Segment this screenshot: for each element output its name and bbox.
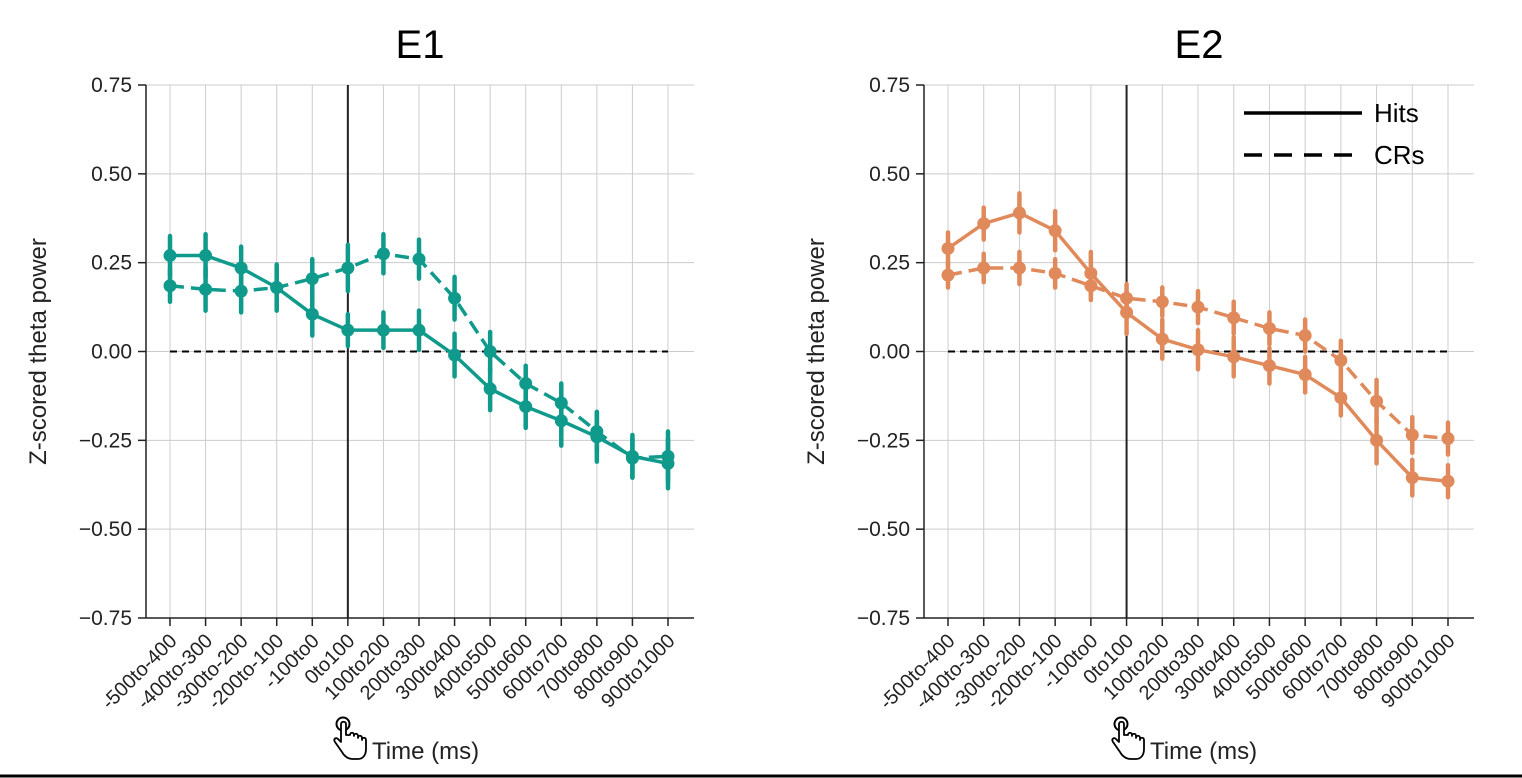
- data-point: [412, 323, 426, 337]
- y-tick-label: −0.25: [857, 429, 910, 452]
- data-point: [1012, 261, 1026, 275]
- y-axis-label: Z-scored theta power: [803, 238, 830, 465]
- data-point: [448, 291, 462, 305]
- legend-label: Hits: [1374, 98, 1419, 128]
- data-point: [1227, 311, 1241, 325]
- data-point: [163, 249, 177, 263]
- data-point: [199, 282, 213, 296]
- y-tick-label: 0.75: [869, 74, 910, 97]
- data-point: [977, 217, 991, 231]
- data-point: [1441, 474, 1455, 488]
- data-point: [1405, 471, 1419, 485]
- y-tick-label: 0.50: [91, 163, 132, 186]
- legend-label: CRs: [1374, 140, 1425, 170]
- y-tick-label: −0.75: [857, 607, 910, 630]
- data-point: [1048, 224, 1062, 238]
- data-point: [305, 307, 319, 321]
- data-point: [590, 424, 604, 438]
- data-point: [376, 323, 390, 337]
- data-point: [1334, 353, 1348, 367]
- data-point: [625, 451, 639, 465]
- data-point: [199, 249, 213, 263]
- y-tick-label: 0.25: [91, 252, 132, 275]
- data-point: [1334, 391, 1348, 405]
- y-tick-label: −0.25: [79, 429, 132, 452]
- data-point: [1370, 394, 1384, 408]
- pointer-hand-icon: [1111, 716, 1145, 760]
- y-tick-label: 0.50: [869, 163, 910, 186]
- data-point: [1012, 206, 1026, 220]
- data-point: [1048, 266, 1062, 280]
- data-point: [1227, 350, 1241, 364]
- pointer-hand-icon: [333, 716, 367, 760]
- data-point: [1155, 332, 1169, 346]
- data-point: [519, 376, 533, 390]
- y-tick-label: 0.75: [91, 74, 132, 97]
- data-point: [554, 396, 568, 410]
- data-point: [941, 241, 955, 255]
- data-point: [305, 272, 319, 286]
- data-point: [1405, 428, 1419, 442]
- x-axis-label: Time (ms): [372, 738, 479, 765]
- panel-e2: 0.750.500.250.00−0.25−0.50−0.75-500to-40…: [803, 23, 1474, 765]
- data-point: [483, 345, 497, 358]
- y-tick-label: 0.00: [91, 341, 132, 364]
- y-tick-label: 0.25: [869, 252, 910, 275]
- data-point: [1191, 343, 1205, 357]
- data-point: [1298, 368, 1312, 382]
- data-point: [1155, 295, 1169, 309]
- data-point: [412, 252, 426, 266]
- data-point: [1262, 321, 1276, 335]
- series-crs: [941, 249, 1455, 457]
- data-point: [163, 279, 177, 293]
- x-axis-label: Time (ms): [1150, 738, 1257, 765]
- data-point: [661, 449, 675, 463]
- y-tick-label: −0.75: [79, 607, 132, 630]
- data-point: [448, 348, 462, 362]
- legend: Hits CRs: [1244, 98, 1425, 170]
- panel-e1: 0.750.500.250.00−0.25−0.50−0.75-500to-40…: [25, 23, 694, 765]
- data-point: [1298, 329, 1312, 343]
- y-tick-label: −0.50: [79, 518, 132, 541]
- data-point: [977, 261, 991, 275]
- data-point: [1262, 359, 1276, 373]
- data-point: [270, 281, 284, 295]
- data-point: [1370, 433, 1384, 447]
- data-point: [376, 247, 390, 261]
- data-point: [519, 400, 533, 414]
- y-tick-label: −0.50: [857, 518, 910, 541]
- data-point: [234, 284, 248, 298]
- data-point: [1084, 279, 1098, 293]
- data-point: [341, 323, 355, 337]
- data-point: [341, 261, 355, 275]
- data-point: [1191, 300, 1205, 314]
- chart-title: E2: [1175, 23, 1224, 67]
- data-point: [1441, 432, 1455, 446]
- series-crs: [163, 231, 675, 484]
- y-axis-label: Z-scored theta power: [25, 238, 52, 465]
- chart-title: E1: [396, 23, 445, 67]
- y-tick-label: 0.00: [869, 341, 910, 364]
- data-point: [941, 268, 955, 282]
- data-point: [1120, 291, 1134, 305]
- data-point: [483, 382, 497, 396]
